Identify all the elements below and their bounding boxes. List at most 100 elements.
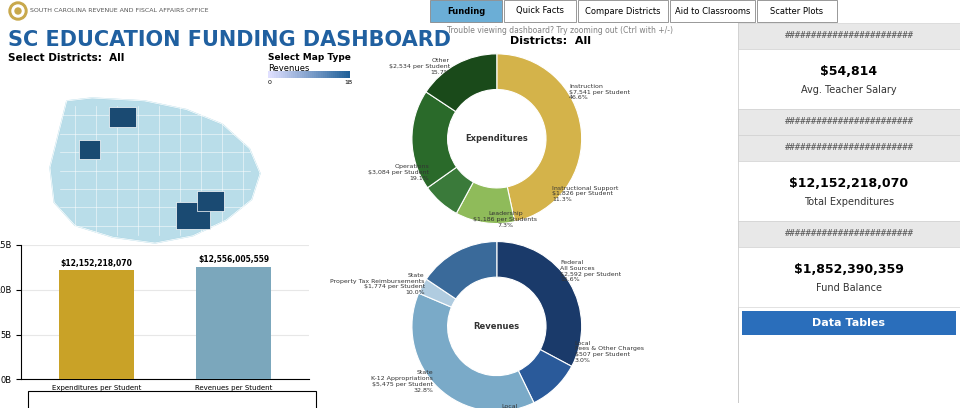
Bar <box>738 247 960 307</box>
Bar <box>324 71 327 78</box>
Text: Select Districts:  All: Select Districts: All <box>8 53 125 63</box>
Wedge shape <box>456 182 515 224</box>
Text: Districts:  All: Districts: All <box>510 36 590 46</box>
Bar <box>280 71 283 78</box>
Text: State
Property Tax Reimbursements
$1,774 per Student
10.0%: State Property Tax Reimbursements $1,774… <box>330 273 424 295</box>
Bar <box>323 71 325 78</box>
Text: Avg. Teacher Salary: Avg. Teacher Salary <box>802 85 897 95</box>
FancyBboxPatch shape <box>28 391 316 408</box>
Text: Revenues per Student: Revenues per Student <box>195 386 273 391</box>
Bar <box>344 71 346 78</box>
Bar <box>0 0 960 22</box>
Bar <box>329 71 331 78</box>
Text: $16,171: $16,171 <box>81 396 112 402</box>
Bar <box>278 71 281 78</box>
Bar <box>275 71 276 78</box>
Text: ########################: ######################## <box>784 31 914 40</box>
Bar <box>738 135 960 161</box>
Text: © 2023 Mapbox © OpenStreetMap: © 2023 Mapbox © OpenStreetMap <box>55 267 165 273</box>
Bar <box>289 71 291 78</box>
Text: 0: 0 <box>268 80 272 85</box>
Bar <box>180 254 191 263</box>
Bar <box>306 71 308 78</box>
Bar <box>80 140 101 159</box>
Bar <box>331 71 333 78</box>
Wedge shape <box>412 293 534 408</box>
Text: Compare Districts: Compare Districts <box>586 7 660 16</box>
Text: Other
$2,534 per Student
15.7%: Other $2,534 per Student 15.7% <box>389 58 450 75</box>
Bar <box>738 23 739 403</box>
Circle shape <box>12 5 24 17</box>
Bar <box>738 49 960 109</box>
Text: Data Tables: Data Tables <box>812 318 885 328</box>
Bar <box>757 0 837 22</box>
Text: Quick Facts: Quick Facts <box>516 7 564 16</box>
Text: Local
Fees & Other Charges
$507 per Student
3.0%: Local Fees & Other Charges $507 per Stud… <box>575 341 644 363</box>
Wedge shape <box>419 279 456 307</box>
Bar <box>312 71 315 78</box>
Bar <box>310 71 312 78</box>
Bar <box>59 271 134 379</box>
Bar <box>287 71 289 78</box>
Bar <box>108 107 136 127</box>
Text: $12,152,218,070: $12,152,218,070 <box>60 259 132 268</box>
Text: Revenues: Revenues <box>268 64 309 73</box>
Wedge shape <box>426 242 497 299</box>
Bar <box>738 221 960 247</box>
Bar <box>335 71 338 78</box>
Bar <box>301 71 304 78</box>
Polygon shape <box>50 98 260 243</box>
Text: Total Expenditures: Total Expenditures <box>804 197 894 207</box>
Bar <box>300 71 301 78</box>
Wedge shape <box>518 350 571 403</box>
Bar <box>296 71 298 78</box>
Bar <box>348 71 350 78</box>
Bar <box>273 71 275 78</box>
Bar <box>342 71 344 78</box>
Text: SC EDUCATION FUNDING DASHBOARD: SC EDUCATION FUNDING DASHBOARD <box>8 30 451 50</box>
Text: ########################: ######################## <box>784 144 914 153</box>
Text: ########################: ######################## <box>784 118 914 126</box>
Text: $1,852,390,359: $1,852,390,359 <box>794 263 904 276</box>
Text: $54,814: $54,814 <box>821 65 877 78</box>
Text: Leadership
$1,186 per Students
7.3%: Leadership $1,186 per Students 7.3% <box>473 211 538 228</box>
Bar <box>176 202 209 228</box>
Bar <box>291 71 294 78</box>
Bar <box>670 0 755 22</box>
Bar <box>430 0 502 22</box>
Text: ########################: ######################## <box>784 229 914 239</box>
Bar <box>321 71 323 78</box>
Text: $12,152,218,070: $12,152,218,070 <box>789 177 908 190</box>
Text: $16,708: $16,708 <box>218 396 250 402</box>
Text: State Charter Distr..: State Charter Distr.. <box>222 255 285 260</box>
Text: SOUTH CAROLINA REVENUE AND FISCAL AFFAIRS OFFICE: SOUTH CAROLINA REVENUE AND FISCAL AFFAIR… <box>30 9 208 13</box>
Wedge shape <box>426 54 497 111</box>
Text: Local
Property & Other Taxes
$6,823 per Student
38.6%: Local Property & Other Taxes $6,823 per … <box>473 404 546 408</box>
Text: Expenditures per Student: Expenditures per Student <box>52 386 141 391</box>
Wedge shape <box>496 54 582 222</box>
Text: 1B: 1B <box>344 80 352 85</box>
Bar <box>268 71 271 78</box>
Bar <box>738 23 960 49</box>
Text: Instruction
$7,541 per Student
46.6%: Instruction $7,541 per Student 46.6% <box>569 84 630 100</box>
Bar <box>298 71 300 78</box>
Bar <box>337 71 340 78</box>
Bar <box>504 0 576 22</box>
Bar <box>197 191 225 211</box>
Text: Click in the white space to
remove selection.: Click in the white space to remove selec… <box>55 247 148 260</box>
Text: $12,556,005,559: $12,556,005,559 <box>198 255 269 264</box>
Text: Federal
All Sources
$2,592 per Student
15.6%: Federal All Sources $2,592 per Student 1… <box>561 260 621 282</box>
Text: Aid to Classrooms: Aid to Classrooms <box>675 7 750 16</box>
Bar <box>303 71 306 78</box>
Text: Revenues: Revenues <box>473 322 520 331</box>
Bar <box>293 71 296 78</box>
Text: State
K-12 Appropriations
$5,475 per Student
32.8%: State K-12 Appropriations $5,475 per Stu… <box>372 370 433 393</box>
Text: Trouble viewing dashboard? Try zooming out (Ctrl with +/-): Trouble viewing dashboard? Try zooming o… <box>447 26 673 35</box>
Text: Funding: Funding <box>446 7 485 16</box>
Bar <box>314 71 317 78</box>
Circle shape <box>15 8 21 14</box>
Bar <box>319 71 321 78</box>
Text: Operations
$3,084 per Student
19.1%: Operations $3,084 per Student 19.1% <box>368 164 429 181</box>
Bar <box>738 109 960 135</box>
Bar <box>276 71 278 78</box>
